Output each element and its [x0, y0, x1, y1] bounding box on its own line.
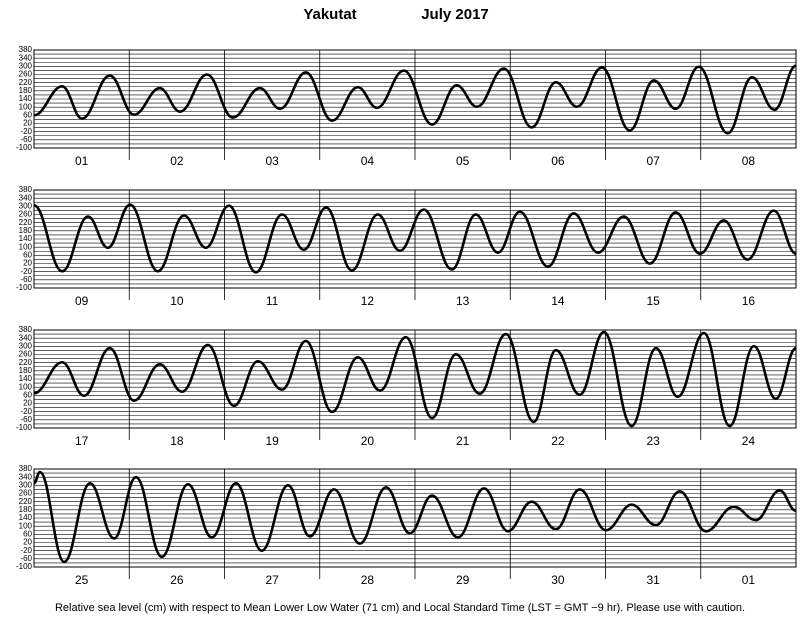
y-tick-label: -20	[20, 127, 32, 136]
plot-frame	[33, 49, 797, 149]
x-tick-label: 04	[361, 154, 375, 168]
x-tick-label: 27	[265, 573, 279, 587]
x-tick-label: 13	[456, 294, 470, 308]
y-tick-label: 220	[19, 358, 33, 367]
tide-line	[33, 330, 797, 428]
x-tick-label: 30	[551, 573, 565, 587]
plot-frame	[33, 329, 797, 429]
x-tick-label: 29	[456, 573, 470, 587]
y-tick-label: 20	[23, 119, 32, 128]
y-tick-label: 340	[19, 472, 33, 481]
x-tick-label: 19	[265, 434, 279, 448]
y-tick-label: 180	[19, 366, 33, 375]
plot-frame	[33, 468, 797, 568]
y-tick-label: 20	[23, 538, 32, 547]
y-tick-label: 140	[19, 374, 33, 383]
y-tick-label: 140	[19, 94, 33, 103]
y-tick-label: -60	[20, 275, 32, 284]
x-tick-label: 17	[75, 434, 89, 448]
x-tick-label: 28	[361, 573, 375, 587]
y-tick-label: -60	[20, 135, 32, 144]
y-tick-label: 260	[19, 210, 33, 219]
y-tick-label: 220	[19, 218, 33, 227]
y-tick-label: 380	[19, 185, 33, 194]
x-tick-label: 14	[551, 294, 565, 308]
y-tick-label: 180	[19, 226, 33, 235]
y-tick-label: -20	[20, 407, 32, 416]
x-tick-label: 15	[646, 294, 660, 308]
tide-line	[33, 470, 797, 564]
y-tick-label: -60	[20, 554, 32, 563]
x-tick-label: 09	[75, 294, 89, 308]
y-tick-label: 300	[19, 341, 33, 350]
x-tick-label: 18	[170, 434, 184, 448]
x-tick-label: 03	[265, 154, 279, 168]
y-tick-label: 380	[19, 464, 33, 473]
x-tick-label: 05	[456, 154, 470, 168]
y-tick-label: 20	[23, 259, 32, 268]
y-tick-label: 260	[19, 489, 33, 498]
x-tick-label: 01	[742, 573, 756, 587]
y-tick-label: 180	[19, 86, 33, 95]
y-tick-label: 60	[23, 390, 32, 399]
y-tick-label: 100	[19, 521, 33, 530]
y-tick-label: 380	[19, 325, 33, 334]
y-tick-label: 100	[19, 102, 33, 111]
x-tick-label: 12	[361, 294, 375, 308]
y-tick-label: 260	[19, 70, 33, 79]
x-tick-label: 01	[75, 154, 89, 168]
y-tick-label: 340	[19, 53, 33, 62]
y-tick-label: 340	[19, 333, 33, 342]
x-tick-label: 22	[551, 434, 565, 448]
x-tick-label: 25	[75, 573, 89, 587]
y-tick-label: 20	[23, 399, 32, 408]
y-tick-label: -100	[16, 283, 33, 292]
tide-line	[33, 203, 797, 274]
plot-frame	[33, 189, 797, 289]
y-tick-label: 260	[19, 350, 33, 359]
x-tick-label: 31	[646, 573, 660, 587]
y-tick-label: 60	[23, 250, 32, 259]
x-tick-label: 07	[646, 154, 660, 168]
x-tick-label: 06	[551, 154, 565, 168]
x-tick-label: 02	[170, 154, 184, 168]
y-tick-label: 60	[23, 110, 32, 119]
tide-line	[33, 64, 797, 135]
x-tick-label: 08	[742, 154, 756, 168]
y-tick-label: 300	[19, 480, 33, 489]
x-tick-label: 16	[742, 294, 756, 308]
y-tick-label: 60	[23, 529, 32, 538]
y-tick-label: 380	[19, 45, 33, 54]
y-tick-label: 140	[19, 513, 33, 522]
y-tick-label: -100	[16, 143, 33, 152]
y-tick-label: 140	[19, 234, 33, 243]
x-tick-label: 26	[170, 573, 184, 587]
footnote: Relative sea level (cm) with respect to …	[55, 602, 745, 614]
y-tick-label: 300	[19, 61, 33, 70]
y-tick-label: -20	[20, 267, 32, 276]
y-tick-label: 220	[19, 78, 33, 87]
x-tick-label: 24	[742, 434, 756, 448]
x-tick-label: 11	[266, 294, 279, 308]
y-tick-label: 180	[19, 505, 33, 514]
y-tick-label: 100	[19, 382, 33, 391]
y-tick-label: 340	[19, 193, 33, 202]
y-tick-label: 220	[19, 497, 33, 506]
chart-subtitle: July 2017	[421, 6, 489, 23]
y-tick-label: 100	[19, 242, 33, 251]
chart-title: Yakutat	[303, 6, 356, 23]
y-tick-label: -60	[20, 415, 32, 424]
x-tick-label: 10	[170, 294, 184, 308]
x-tick-label: 21	[456, 434, 470, 448]
y-tick-label: 300	[19, 201, 33, 210]
y-tick-label: -20	[20, 546, 32, 555]
x-tick-label: 20	[361, 434, 375, 448]
y-tick-label: -100	[16, 562, 33, 571]
x-tick-label: 23	[646, 434, 660, 448]
y-tick-label: -100	[16, 423, 33, 432]
